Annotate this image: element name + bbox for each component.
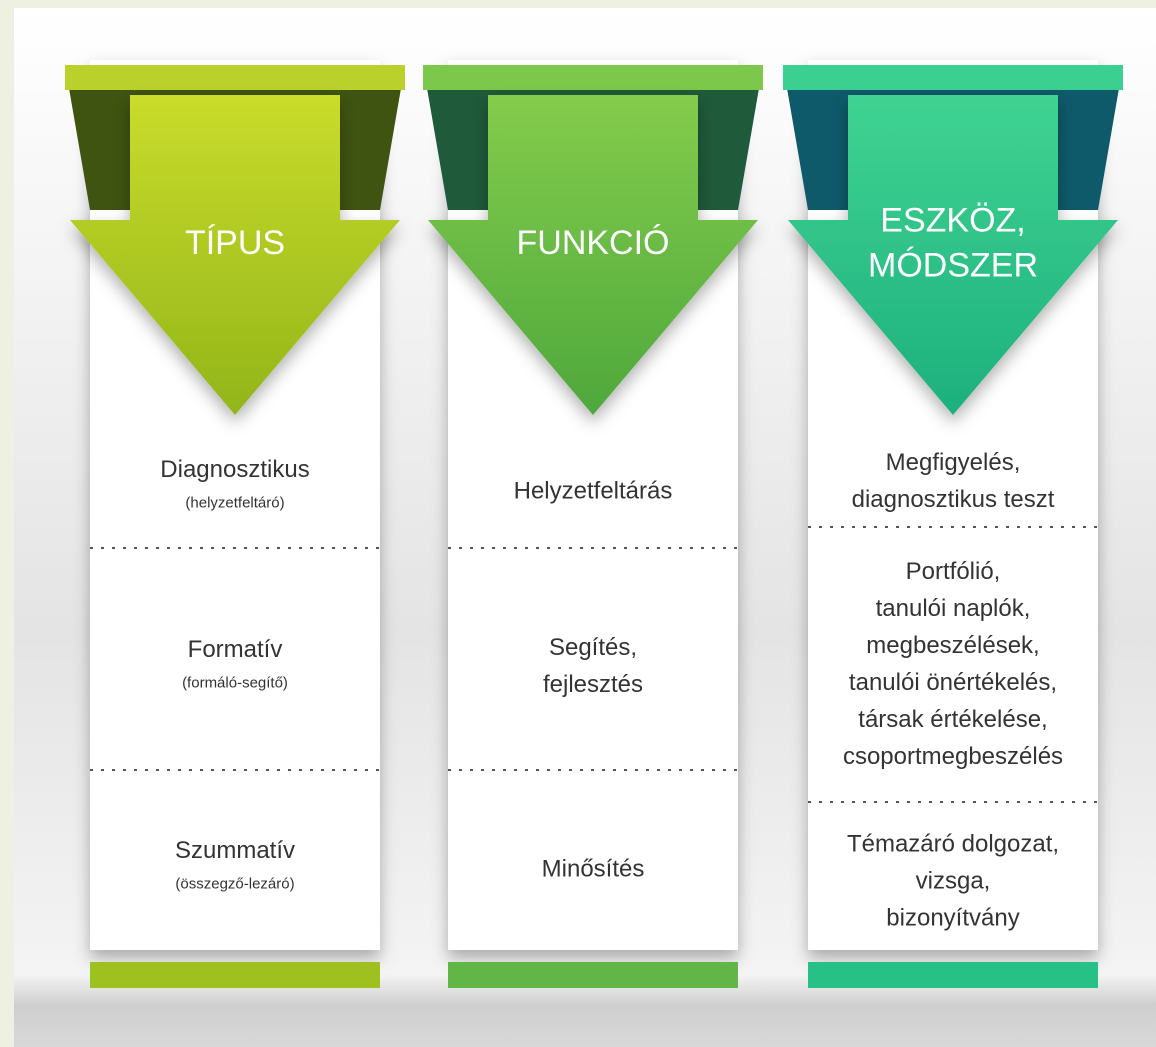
- row-text: megbeszélések,: [866, 632, 1039, 659]
- row-text: Formatív: [188, 636, 283, 663]
- row-text: Segítés,: [549, 634, 637, 661]
- row-text: Megfigyelés,: [886, 449, 1021, 476]
- ribbon-band: [423, 65, 763, 90]
- row-text: Témazáró dolgozat,: [847, 830, 1059, 857]
- row-text: társak értékelése,: [858, 706, 1047, 733]
- bottom-bar: [90, 962, 380, 988]
- row-note: (összegző-lezáró): [175, 875, 294, 892]
- row-text: tanulói naplók,: [876, 595, 1031, 622]
- row-text: csoportmegbeszélés: [843, 743, 1063, 770]
- row-text: Szummatív: [175, 837, 295, 864]
- column: FUNKCIÓ Helyzetfeltárás Segítés, fejlesztés…: [423, 60, 763, 988]
- row-note: (helyzetfeltáró): [185, 494, 284, 511]
- column-title: FUNKCIÓ: [517, 224, 670, 262]
- row-text: fejlesztés: [543, 671, 643, 698]
- arrow: [428, 95, 758, 415]
- row-text: tanulói önértékelés,: [849, 669, 1057, 696]
- column: TÍPUS Diagnosztikus (helyzetfeltáró) Format…: [65, 60, 405, 988]
- arrow: [788, 95, 1118, 415]
- ribbon-band: [65, 65, 405, 90]
- bottom-bar: [448, 962, 738, 988]
- column-title: ESZKÖZ,: [880, 201, 1025, 239]
- row-text: Helyzetfeltárás: [514, 477, 673, 504]
- column-title: TÍPUS: [185, 224, 285, 262]
- column-title: MÓDSZER: [868, 246, 1038, 284]
- row-text: bizonyítvány: [886, 904, 1019, 931]
- row-text: diagnosztikus teszt: [852, 486, 1055, 513]
- row-text: Portfólió,: [906, 558, 1001, 585]
- bottom-bar: [808, 962, 1098, 988]
- row-text: Diagnosztikus: [160, 456, 309, 483]
- row-text: vizsga,: [916, 867, 991, 894]
- row-text: Minősítés: [542, 855, 645, 882]
- column: ESZKÖZ, MÓDSZER Megfigyelés, diagnosztikus …: [783, 60, 1123, 988]
- arrow: [70, 95, 400, 415]
- ribbon-band: [783, 65, 1123, 90]
- row-note: (formáló-segítő): [182, 674, 288, 691]
